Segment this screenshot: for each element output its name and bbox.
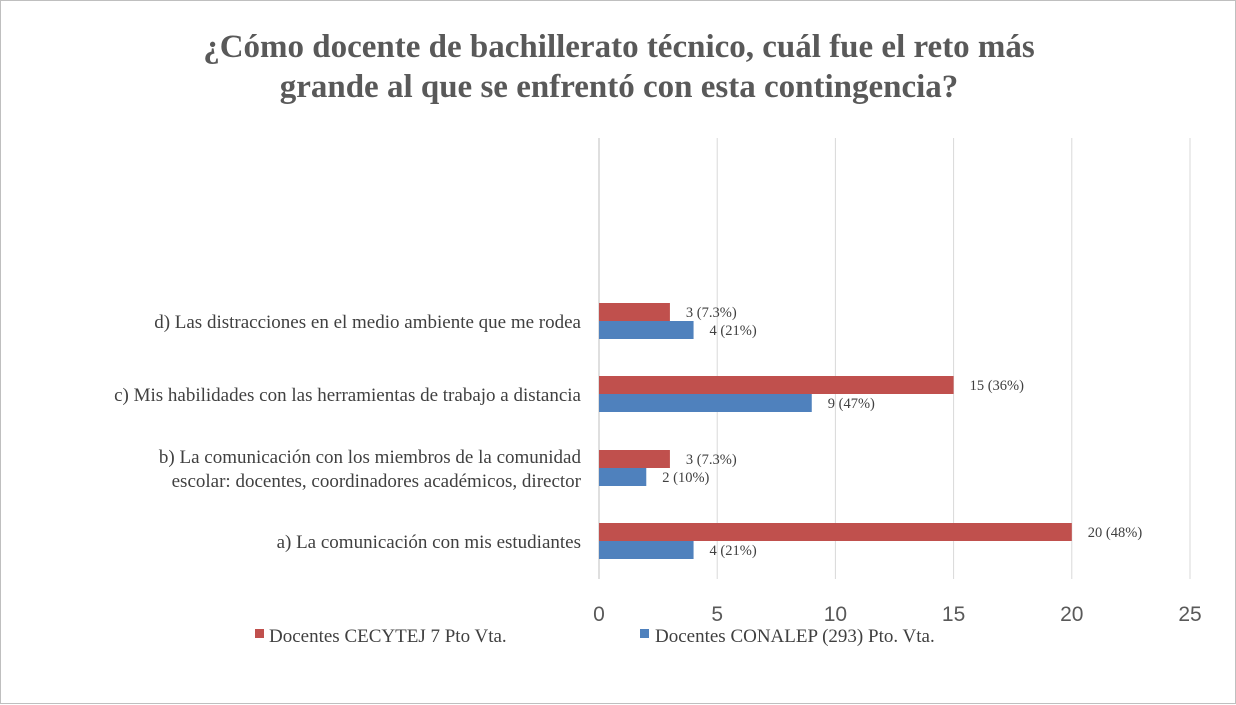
x-tick-labels: 0 5 10 15 20 25 [593, 603, 1202, 626]
bar-cecytej [599, 303, 670, 321]
data-label: 3 (7.3%) [686, 452, 737, 468]
bar-cecytej [599, 523, 1072, 541]
bar-conalep [599, 394, 812, 412]
bar-conalep [599, 321, 694, 339]
category-label: d) Las distracciones en el medio ambient… [154, 312, 581, 333]
data-label: 9 (47%) [828, 396, 875, 412]
legend-swatch [640, 629, 649, 638]
bars [599, 303, 1072, 559]
x-tick-label: 0 [593, 603, 605, 626]
data-label: 20 (48%) [1088, 525, 1143, 541]
legend: Docentes CECYTEJ 7 Pto Vta. Docentes CONA… [255, 626, 935, 647]
data-label: 2 (10%) [662, 470, 709, 486]
bar-conalep [599, 541, 694, 559]
category-label: escolar: docentes, coordinadores académi… [172, 471, 582, 492]
data-labels: 3 (7.3%) 15 (36%) 3 (7.3%) 20 (48%) 4 (21%) 9… [662, 305, 1142, 559]
x-tick-label: 20 [1060, 603, 1083, 626]
category-label: b) La comunicación con los miembros de l… [159, 447, 582, 468]
x-tick-label: 25 [1178, 603, 1201, 626]
legend-swatch [255, 629, 264, 638]
category-label: a) La comunicación con mis estudiantes [277, 532, 581, 553]
data-label: 15 (36%) [970, 378, 1025, 394]
data-label: 4 (21%) [710, 323, 757, 339]
gridlines [598, 138, 1191, 579]
x-tick-label: 10 [824, 603, 847, 626]
chart-title: ¿Cómo docente de bachillerato técnico, c… [203, 29, 1035, 105]
x-tick-label: 5 [711, 603, 723, 626]
data-label: 4 (21%) [710, 543, 757, 559]
bar-conalep [599, 468, 647, 486]
legend-label: Docentes CECYTEJ 7 Pto Vta. [269, 626, 507, 647]
bar-cecytej [599, 450, 670, 468]
data-label: 3 (7.3%) [686, 305, 737, 321]
x-tick-label: 15 [942, 603, 965, 626]
legend-label: Docentes CONALEP (293) Pto. Vta. [655, 626, 935, 647]
chart-title-line: grande al que se enfrentó con esta conti… [280, 69, 959, 105]
category-label: c) Mis habilidades con las herramientas … [114, 385, 581, 406]
chart-title-line: ¿Cómo docente de bachillerato técnico, c… [203, 29, 1035, 65]
category-labels: d) Las distracciones en el medio ambient… [114, 312, 582, 553]
bar-cecytej [599, 376, 954, 394]
